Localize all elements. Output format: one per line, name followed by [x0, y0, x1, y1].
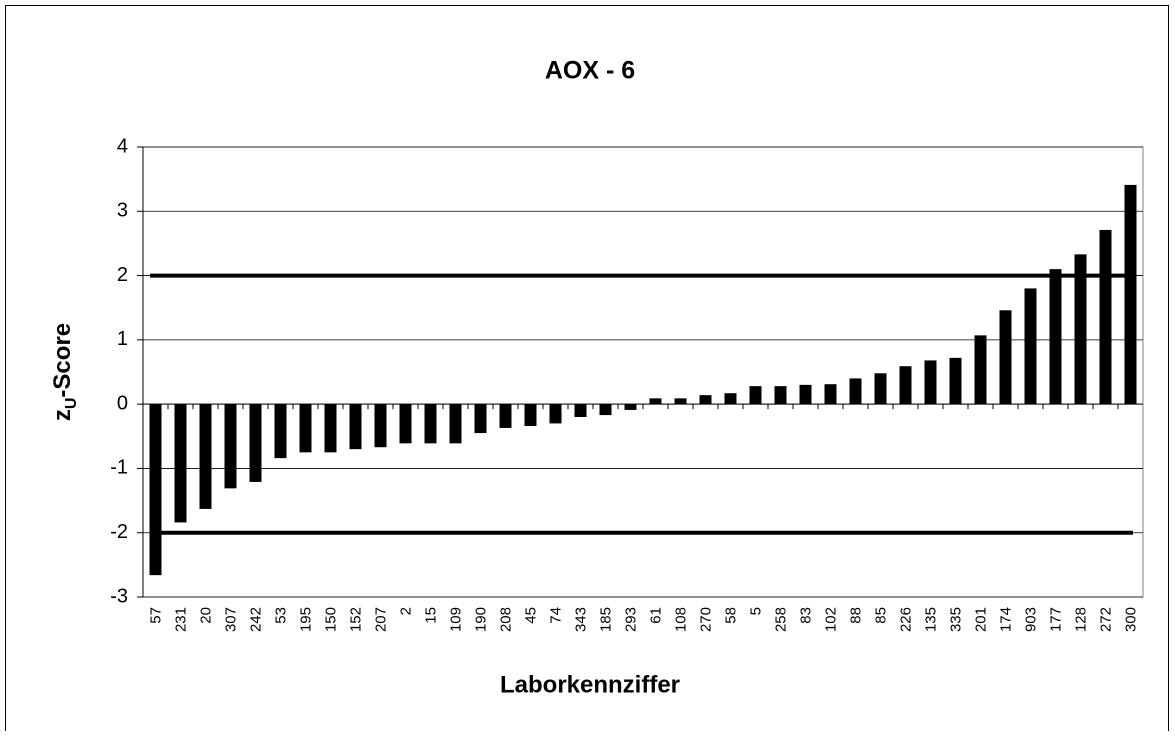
x-tick-label: 272: [1098, 607, 1115, 632]
y-tick-label: 3: [117, 200, 128, 222]
x-tick-label: 185: [598, 607, 615, 632]
x-tick-label: 231: [173, 607, 190, 632]
bar: [924, 360, 937, 405]
bar: [374, 404, 387, 448]
bar: [424, 404, 437, 444]
bar: [1074, 254, 1087, 405]
y-tick-label: -3: [110, 585, 128, 607]
x-tick-label: 109: [448, 607, 465, 632]
x-tick-label: 335: [948, 607, 965, 632]
x-tick-label: 45: [523, 607, 540, 624]
bar: [824, 384, 837, 405]
x-tick-label: 5: [748, 607, 765, 615]
x-tick-label: 190: [473, 607, 490, 632]
y-axis-label: zU-Score: [49, 323, 80, 421]
bar: [199, 404, 212, 509]
x-tick-label: 61: [648, 607, 665, 624]
x-tick-label: 177: [1048, 607, 1065, 632]
bar: [749, 386, 762, 405]
x-tick-label: 226: [898, 607, 915, 632]
bar: [674, 398, 687, 405]
x-tick-label: 152: [348, 607, 365, 632]
x-tick-label: 83: [798, 607, 815, 624]
x-tick-label: 343: [573, 607, 590, 632]
x-tick-label: 102: [823, 607, 840, 632]
y-tick-label: 2: [117, 264, 128, 286]
bar: [649, 398, 662, 405]
x-tick-label: 108: [673, 607, 690, 632]
bar: [399, 404, 412, 444]
bar: [549, 404, 562, 424]
x-tick-label: 258: [773, 607, 790, 632]
bar: [499, 404, 512, 428]
bar: [174, 404, 187, 523]
x-tick-label: 88: [848, 607, 865, 624]
x-tick-label: 270: [698, 607, 715, 632]
y-axis-label-part: -Score: [49, 323, 76, 398]
bar: [1024, 288, 1037, 405]
bar: [999, 310, 1012, 405]
bar: [799, 384, 812, 405]
x-tick-label: 293: [623, 607, 640, 632]
x-tick-label: 58: [723, 607, 740, 624]
y-tick-label: -2: [110, 521, 128, 543]
bar: [349, 404, 362, 450]
bar: [724, 393, 737, 405]
bar: [874, 373, 887, 405]
y-tick-label: 1: [117, 328, 128, 350]
y-tick-label: 0: [117, 392, 128, 414]
bar: [249, 404, 262, 482]
chart-border: [5, 5, 1169, 736]
x-tick-label: 20: [198, 607, 215, 624]
y-axis-label-sub: U: [63, 398, 80, 410]
y-tick-label: 4: [117, 135, 128, 157]
bar: [699, 395, 712, 405]
x-tick-label: 135: [923, 607, 940, 632]
bar: [974, 335, 987, 405]
bar: [849, 378, 862, 405]
bar: [949, 357, 962, 405]
y-axis-label-part: z: [49, 409, 76, 421]
chart-title: AOX - 6: [545, 57, 635, 85]
x-tick-label: 300: [1123, 607, 1140, 632]
x-tick-label: 195: [298, 607, 315, 632]
bar: [624, 404, 637, 410]
bar: [1124, 184, 1137, 405]
x-tick-label: 128: [1073, 607, 1090, 632]
x-tick-label: 207: [373, 607, 390, 632]
bar: [899, 366, 912, 405]
x-tick-label: 208: [498, 607, 515, 632]
x-tick-label: 2: [398, 607, 415, 615]
bar: [149, 404, 162, 576]
x-tick-label: 150: [323, 607, 340, 632]
bar: [774, 386, 787, 405]
bar: [224, 404, 237, 489]
x-tick-label: 174: [998, 607, 1015, 632]
bar: [324, 404, 337, 453]
bar: [1049, 269, 1062, 405]
bar: [299, 404, 312, 453]
x-axis-label: Laborkennziffer: [500, 671, 680, 698]
bar: [449, 404, 462, 444]
plot-area: [142, 146, 1144, 598]
x-tick-label: 74: [548, 607, 565, 624]
x-tick-label: 53: [273, 607, 290, 624]
x-tick-label: 15: [423, 607, 440, 624]
x-tick-label: 57: [148, 607, 165, 624]
bar: [1099, 229, 1112, 405]
bar: [474, 404, 487, 434]
bar: [274, 404, 287, 459]
x-tick-label: 242: [248, 607, 265, 632]
bar: [574, 404, 587, 417]
x-tick-label: 201: [973, 607, 990, 632]
y-tick-label: -1: [110, 457, 128, 479]
x-tick-label: 85: [873, 607, 890, 624]
x-tick-label: 307: [223, 607, 240, 632]
bar: [524, 404, 537, 426]
bar: [599, 404, 612, 416]
x-tick-label: 903: [1023, 607, 1040, 632]
